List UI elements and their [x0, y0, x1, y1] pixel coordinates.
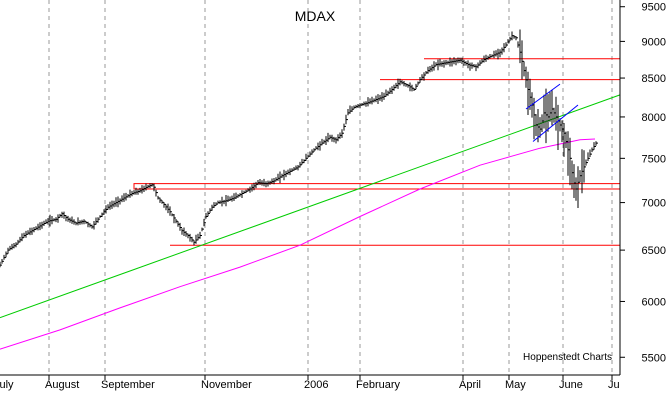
x-tick-label: April	[459, 379, 481, 391]
y-tick-label: 5500	[642, 352, 666, 364]
trendline	[0, 94, 621, 319]
y-tick-label: 6500	[642, 245, 666, 257]
channel-line	[525, 83, 561, 110]
y-tick-label: 9000	[642, 36, 666, 48]
y-tick-label: 9500	[642, 2, 666, 14]
y-tick-label: 8000	[642, 112, 666, 124]
chart-title: MDAX	[295, 8, 336, 24]
moving-average-line	[0, 138, 596, 350]
chart-credit: Hoppenstedt Charts	[523, 352, 612, 363]
y-tick-label: 7500	[642, 153, 666, 165]
x-tick-label: February	[356, 379, 401, 391]
x-axis: July August September November 2006 February A…	[0, 375, 620, 391]
x-tick-label: June	[559, 379, 583, 391]
x-tick-label: Ju	[608, 379, 620, 391]
y-tick-label: 6000	[642, 296, 666, 308]
x-tick-label: November	[201, 379, 252, 391]
grid-lines	[48, 0, 613, 375]
x-tick-label: July	[0, 379, 14, 391]
channel-line	[532, 104, 579, 142]
x-tick-label: September	[101, 379, 155, 391]
y-tick-label: 7000	[642, 198, 666, 210]
y-axis: 5500 6000 6500 7000 7500 8000 8500 9000 9500	[620, 2, 666, 364]
price-bars	[0, 29, 598, 268]
x-tick-label: 2006	[304, 379, 328, 391]
x-tick-label: August	[45, 379, 79, 391]
y-tick-label: 8500	[642, 73, 666, 85]
channel-lines	[525, 83, 579, 142]
x-tick-label: May	[505, 379, 526, 391]
